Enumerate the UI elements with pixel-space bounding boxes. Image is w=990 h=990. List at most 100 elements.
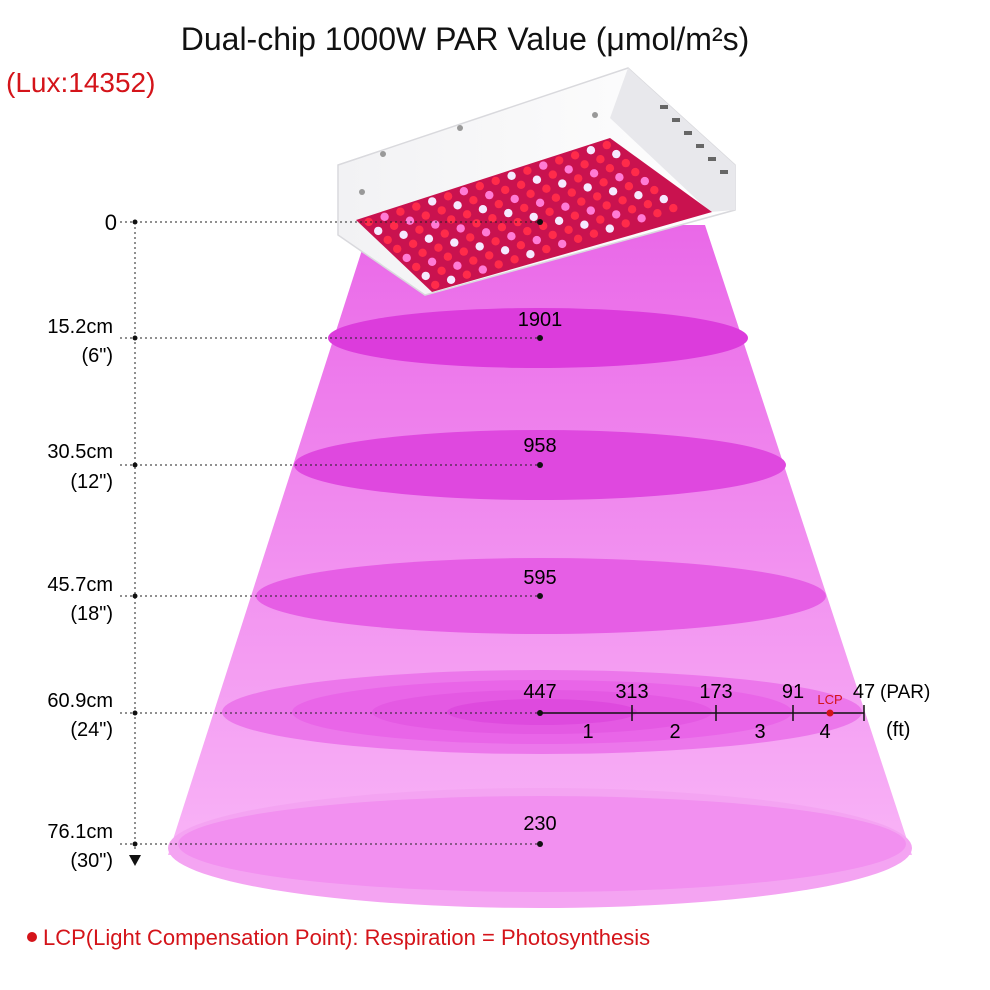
led-icon — [520, 203, 529, 213]
led-icon — [551, 193, 561, 202]
led-icon — [481, 228, 491, 237]
led-icon — [437, 206, 446, 215]
vent-slots-icon — [660, 105, 728, 174]
led-icon — [507, 232, 516, 241]
led-icon — [659, 194, 668, 204]
led-icon — [510, 255, 519, 264]
led-icon — [380, 212, 389, 221]
par-value: 230 — [523, 813, 556, 835]
led-icon — [621, 158, 630, 168]
led-icon — [462, 210, 472, 219]
lux-label: (Lux:14352) — [6, 67, 155, 98]
grow-light-panel — [337, 67, 736, 296]
led-icon — [548, 170, 557, 179]
led-icon — [653, 209, 662, 218]
led-icon — [494, 260, 503, 269]
led-icon — [447, 215, 456, 224]
led-icon — [548, 230, 557, 240]
led-icon — [586, 206, 595, 215]
led-icon — [453, 261, 462, 270]
led-icon — [475, 242, 484, 251]
led-icon — [456, 224, 465, 233]
height-label-cm: 30.5cm — [47, 441, 113, 463]
led-icon — [491, 176, 500, 186]
led-icon — [497, 223, 507, 232]
led-icon — [555, 156, 564, 165]
led-icon — [580, 220, 589, 229]
led-icon — [637, 214, 646, 223]
led-icon — [396, 207, 405, 216]
led-icon — [443, 252, 453, 261]
led-icon — [374, 226, 383, 236]
led-icon — [596, 215, 605, 224]
height-label-inch: (6") — [81, 345, 113, 367]
height-label-inch: (12") — [70, 471, 113, 493]
led-icon — [605, 164, 615, 173]
led-icon — [542, 184, 551, 193]
par-value: 1901 — [518, 309, 563, 331]
led-icon — [583, 183, 592, 192]
led-icon — [574, 174, 583, 183]
led-icon — [428, 197, 437, 206]
led-icon — [570, 211, 580, 220]
horizontal-par-value: 313 — [615, 681, 648, 703]
led-icon — [643, 200, 653, 209]
led-icon — [488, 214, 497, 223]
height-label-0: 0 — [105, 210, 117, 235]
led-icon — [443, 192, 453, 201]
led-icon — [504, 208, 513, 218]
led-icon — [526, 189, 535, 198]
legend-dot-icon — [27, 932, 37, 942]
height-label-cm: 60.9cm — [47, 690, 113, 712]
led-icon — [402, 253, 411, 263]
led-icon — [459, 247, 468, 256]
height-label-inch: (30") — [70, 850, 113, 872]
led-icon — [383, 235, 392, 245]
par-value: 958 — [523, 435, 556, 457]
led-icon — [478, 205, 488, 214]
led-icon — [608, 187, 618, 196]
led-icon — [472, 219, 481, 228]
par-value: 447 — [523, 681, 556, 703]
horizontal-par-value: 91 — [782, 681, 804, 703]
led-icon — [532, 175, 542, 184]
led-icon — [589, 169, 599, 178]
led-icon — [532, 235, 541, 245]
led-icon — [650, 185, 659, 195]
led-icon — [427, 257, 437, 266]
led-icon — [412, 262, 421, 272]
lcp-dot — [826, 709, 834, 717]
led-icon — [577, 197, 586, 206]
led-icon — [539, 161, 548, 170]
led-icon — [399, 230, 408, 239]
footnote: LCP(Light Compensation Point): Respirati… — [43, 925, 650, 950]
led-icon — [561, 202, 570, 211]
led-icon — [602, 140, 611, 150]
led-icon — [624, 182, 634, 191]
led-icon — [618, 196, 627, 205]
led-icon — [501, 185, 510, 195]
led-icon — [570, 151, 580, 160]
led-icon — [523, 226, 532, 236]
led-icon — [434, 243, 443, 252]
led-icon — [405, 216, 415, 225]
led-icon — [415, 225, 424, 234]
led-icon — [627, 205, 637, 214]
led-icon — [567, 188, 576, 197]
led-icon — [469, 256, 478, 265]
led-icon — [599, 178, 608, 187]
led-icon — [485, 251, 494, 260]
led-icon — [526, 250, 535, 259]
led-icon — [412, 202, 421, 211]
par-value: 595 — [523, 567, 556, 589]
led-icon — [421, 271, 430, 281]
led-icon — [453, 201, 462, 210]
ft-tick-label: 3 — [754, 721, 765, 743]
led-icon — [478, 265, 487, 274]
led-icon — [564, 165, 573, 174]
led-icon — [475, 181, 484, 191]
led-icon — [621, 219, 630, 228]
led-icon — [596, 155, 605, 164]
led-icon — [615, 173, 624, 182]
